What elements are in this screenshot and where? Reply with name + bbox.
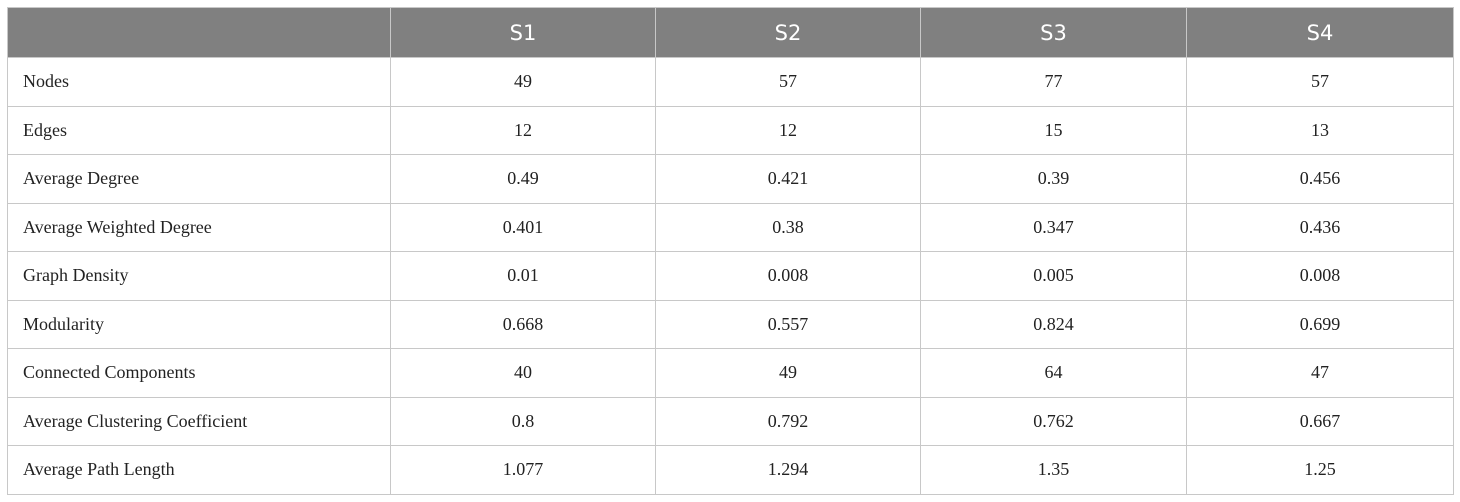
row-label: Graph Density — [7, 251, 391, 301]
row-label: Average Clustering Coefficient — [7, 396, 391, 446]
table-cell: 0.49 — [390, 154, 656, 204]
table-cell: 0.699 — [1186, 299, 1454, 349]
table-cell: 1.35 — [920, 445, 1187, 495]
table-header: S1 S2 S3 S4 — [7, 7, 1454, 58]
table-cell: 49 — [390, 57, 656, 107]
table-cell: 1.25 — [1186, 445, 1454, 495]
header-row: S1 S2 S3 S4 — [7, 7, 1454, 58]
table-row: Average Path Length 1.077 1.294 1.35 1.25 — [7, 445, 1454, 495]
column-header: S3 — [920, 7, 1187, 58]
table-cell: 0.39 — [920, 154, 1187, 204]
table-row: Edges 12 12 15 13 — [7, 105, 1454, 155]
table-row: Average Weighted Degree 0.401 0.38 0.347 0.4… — [7, 202, 1454, 252]
table-cell: 0.005 — [920, 251, 1187, 301]
row-label: Connected Components — [7, 348, 391, 398]
table-cell: 13 — [1186, 105, 1454, 155]
corner-cell — [7, 7, 391, 58]
data-table: S1 S2 S3 S4 Nodes 49 57 77 57 Edges 12 12 15 13 Avera… — [7, 7, 1454, 495]
row-label: Edges — [7, 105, 391, 155]
table-cell: 0.792 — [655, 396, 921, 446]
table-row: Connected Components 40 49 64 47 — [7, 348, 1454, 398]
table-row: Average Degree 0.49 0.421 0.39 0.456 — [7, 154, 1454, 204]
table-row: Nodes 49 57 77 57 — [7, 57, 1454, 107]
table-cell: 0.824 — [920, 299, 1187, 349]
table-cell: 0.38 — [655, 202, 921, 252]
table-cell: 47 — [1186, 348, 1454, 398]
table-cell: 0.762 — [920, 396, 1187, 446]
table-cell: 1.077 — [390, 445, 656, 495]
row-label: Modularity — [7, 299, 391, 349]
table-cell: 0.456 — [1186, 154, 1454, 204]
table-cell: 0.668 — [390, 299, 656, 349]
row-label: Nodes — [7, 57, 391, 107]
table-cell: 0.421 — [655, 154, 921, 204]
table-cell: 57 — [1186, 57, 1454, 107]
table-cell: 40 — [390, 348, 656, 398]
table-cell: 0.667 — [1186, 396, 1454, 446]
table-cell: 0.008 — [1186, 251, 1454, 301]
table-cell: 0.8 — [390, 396, 656, 446]
table-cell: 49 — [655, 348, 921, 398]
table-cell: 64 — [920, 348, 1187, 398]
column-header: S4 — [1186, 7, 1454, 58]
table-row: Modularity 0.668 0.557 0.824 0.699 — [7, 299, 1454, 349]
column-header: S1 — [390, 7, 656, 58]
table-cell: 15 — [920, 105, 1187, 155]
table-body: Nodes 49 57 77 57 Edges 12 12 15 13 Average Degree… — [7, 57, 1454, 495]
table-cell: 0.008 — [655, 251, 921, 301]
column-header: S2 — [655, 7, 921, 58]
table-row: Graph Density 0.01 0.008 0.005 0.008 — [7, 251, 1454, 301]
table-cell: 77 — [920, 57, 1187, 107]
table-cell: 0.347 — [920, 202, 1187, 252]
table-cell: 12 — [655, 105, 921, 155]
table-cell: 0.436 — [1186, 202, 1454, 252]
table-cell: 0.01 — [390, 251, 656, 301]
table-cell: 0.401 — [390, 202, 656, 252]
table-cell: 57 — [655, 57, 921, 107]
table-row: Average Clustering Coefficient 0.8 0.792 0.… — [7, 396, 1454, 446]
table-cell: 1.294 — [655, 445, 921, 495]
table-cell: 12 — [390, 105, 656, 155]
row-label: Average Path Length — [7, 445, 391, 495]
row-label: Average Weighted Degree — [7, 202, 391, 252]
row-label: Average Degree — [7, 154, 391, 204]
table-cell: 0.557 — [655, 299, 921, 349]
